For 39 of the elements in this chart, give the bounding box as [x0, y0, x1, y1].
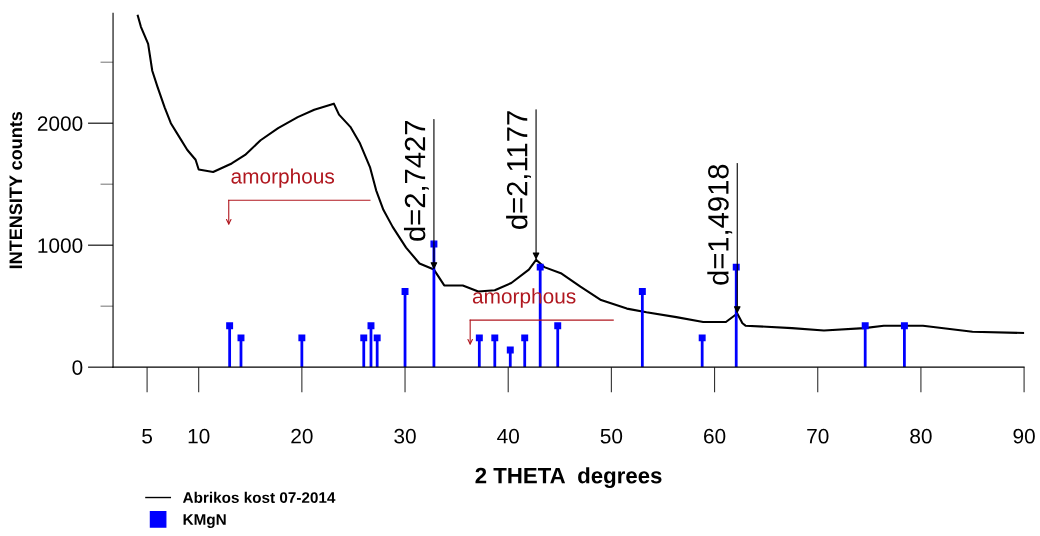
point [475, 334, 483, 342]
annotation: d=1,4918 [707, 164, 733, 285]
x-tick-label: 40 [497, 428, 519, 444]
y-tick-label: 2000 [37, 116, 83, 131]
x-axis-title: 2 THETA degrees [475, 467, 662, 488]
y-tick-label: 0 [72, 360, 83, 375]
x-tick-label: 50 [600, 428, 623, 444]
point [554, 322, 562, 330]
x-tick-label: 30 [394, 428, 416, 444]
point [638, 288, 646, 296]
x-tick-label: 90 [1013, 428, 1035, 444]
point [360, 334, 368, 342]
point [536, 263, 544, 271]
legend-label: KMgN [183, 514, 226, 528]
x-tick-label: 10 [188, 428, 210, 444]
annotation: amorphous [231, 168, 335, 188]
x-tick-label: 60 [704, 428, 726, 444]
point [226, 322, 234, 330]
y-axis-title: INTENSITY counts [9, 111, 23, 269]
y-tick-label: 1000 [38, 238, 83, 253]
point [861, 322, 869, 330]
point [698, 334, 706, 342]
point [373, 334, 381, 342]
point [298, 334, 306, 342]
x-tick-label: 20 [291, 428, 313, 444]
point [237, 334, 245, 342]
point [506, 346, 514, 354]
annotation: d=2,1177 [506, 111, 531, 229]
line-series [136, 14, 1025, 335]
point [491, 334, 499, 342]
annotation: d=2,7427 [403, 121, 429, 241]
point [401, 288, 409, 296]
point [521, 334, 529, 342]
x-tick-label: 5 [142, 429, 153, 444]
x-tick-label: 70 [807, 428, 829, 444]
legend-label: Abrikos kost 07-2014 [182, 491, 336, 504]
point [367, 322, 375, 330]
point [900, 322, 908, 330]
x-tick-label: 80 [910, 428, 932, 444]
